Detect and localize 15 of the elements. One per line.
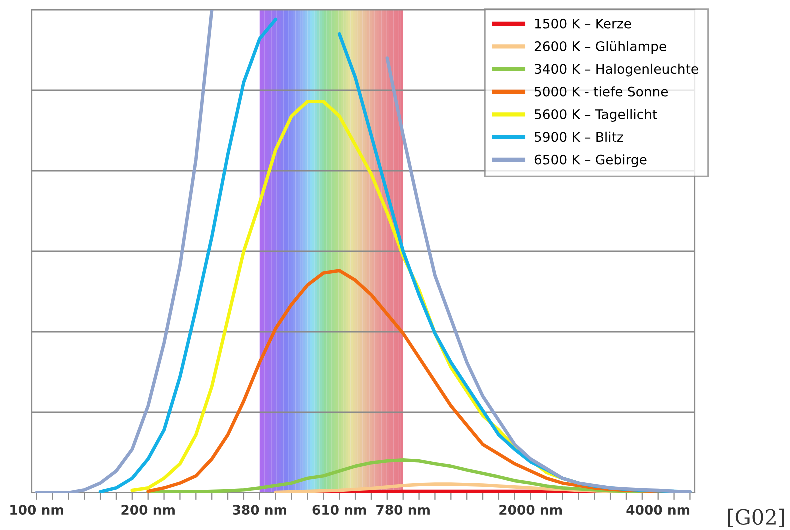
legend-label: 5000 K - tiefe Sonne <box>535 86 668 97</box>
x-tick-label: 380 nm <box>233 505 287 516</box>
text: [G02] <box>728 508 784 528</box>
legend-label: 5600 K – Tagellicht <box>535 109 658 122</box>
x-tick-label: 2000 nm <box>500 505 562 516</box>
x-tick-label: 200 nm <box>122 505 175 516</box>
legend-label: 3400 K – Halogenleuchte <box>534 64 698 77</box>
x-tick-label: 780 nm <box>376 505 430 516</box>
legend-label: 2600 K – Glühlampe <box>534 41 666 54</box>
x-tick-label: 610 nm <box>312 505 366 516</box>
legend-label: 6500 K – Gebirge <box>534 154 647 168</box>
x-tick-label: 4000 nm <box>626 505 690 516</box>
x-tick-label: 100 nm <box>10 505 64 516</box>
legend-label: 1500 K – Kerze <box>535 18 632 29</box>
legend-label: 5900 K – Blitz <box>535 132 624 142</box>
